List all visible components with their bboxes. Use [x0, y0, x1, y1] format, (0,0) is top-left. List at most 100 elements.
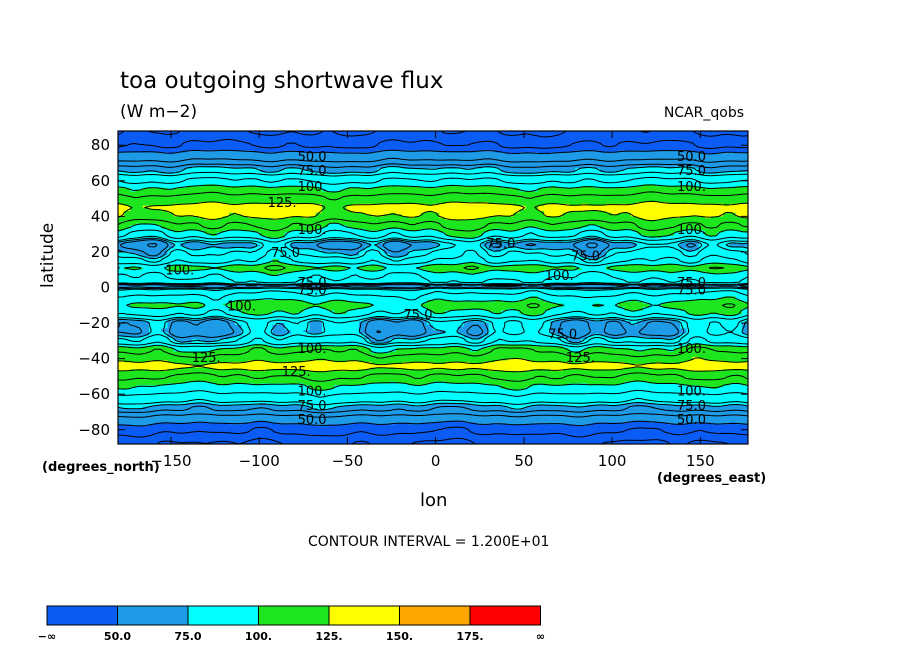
contour-cell [680, 138, 687, 141]
contour-cell [272, 131, 280, 134]
contour-cell [704, 148, 712, 152]
contour-cell [624, 168, 632, 171]
contour-cell [210, 134, 218, 137]
contour-cell [451, 168, 459, 171]
contour-cell [593, 131, 601, 134]
contour-cell [612, 154, 619, 157]
contour-cell [612, 131, 619, 134]
contour-cell [673, 148, 681, 152]
contour-cell [605, 166, 613, 169]
contour-cell [494, 141, 502, 145]
contour-cell [389, 161, 397, 164]
contour-cell [556, 166, 564, 169]
contour-cell [494, 145, 502, 148]
contour-cell [235, 145, 243, 148]
contour-cell [544, 159, 551, 162]
contour-cell [457, 136, 465, 139]
contour-cell [680, 159, 687, 162]
contour-cell [328, 164, 335, 168]
contour-cell [334, 139, 341, 143]
contour-cell [673, 138, 681, 141]
contour-cell [612, 170, 619, 173]
contour-cell [377, 154, 385, 157]
contour-cell [383, 170, 391, 173]
contour-cell [124, 166, 131, 169]
contour-cell [686, 161, 694, 164]
contour-cell [315, 145, 323, 148]
contour-cell [643, 132, 650, 136]
contour-cell [587, 159, 595, 162]
contour-cell [587, 138, 595, 141]
contour-cell [451, 155, 459, 159]
contour-cell [593, 159, 601, 162]
contour-cell [192, 150, 199, 153]
contour-cell [192, 138, 199, 141]
contour-cell [210, 164, 218, 168]
contour-cell [198, 166, 206, 169]
contour-cell [723, 148, 731, 152]
contour-cell [185, 138, 193, 141]
contour-cell [235, 164, 243, 168]
contour-cell [636, 132, 644, 136]
contour-cell [538, 161, 545, 164]
contour-cell [266, 145, 274, 148]
contour-cell [500, 131, 508, 134]
contour-cell [686, 155, 694, 159]
contour-cell [173, 145, 181, 148]
chart-title: toa outgoing shortwave flux [120, 68, 444, 94]
contour-cell [649, 132, 656, 136]
contour-cell [358, 143, 366, 146]
contour-cell [198, 132, 206, 136]
contour-cell [476, 143, 484, 146]
contour-cell [426, 161, 434, 164]
contour-cell [599, 131, 607, 134]
contour-cell [309, 148, 317, 152]
contour-cell [155, 132, 162, 136]
contour-cell [414, 132, 422, 136]
contour-cell [118, 141, 125, 145]
contour-cell [531, 132, 539, 136]
contour-cell [704, 141, 712, 145]
contour-cell [371, 157, 379, 161]
contour-cell [142, 154, 150, 157]
contour-cell [420, 136, 428, 139]
contour-cell [192, 134, 199, 137]
contour-cell [130, 141, 138, 145]
contour-cell [395, 170, 403, 173]
contour-cell [155, 138, 162, 141]
contour-cell [717, 147, 724, 150]
contour-cell [525, 134, 533, 137]
contour-cell [303, 166, 311, 169]
contour-cell [328, 134, 335, 137]
contour-cell [507, 170, 514, 173]
contour-cell [482, 164, 490, 168]
contour-cell [723, 155, 731, 159]
contour-cell [692, 147, 700, 150]
contour-cell [593, 134, 601, 137]
contour-cell [130, 147, 138, 150]
contour-cell [729, 143, 737, 146]
contour-cell [636, 148, 644, 152]
contour-cell [439, 136, 446, 139]
contour-cell [488, 164, 496, 168]
contour-cell [445, 148, 453, 152]
contour-cell [340, 161, 348, 164]
contour-cell [550, 154, 558, 157]
contour-cell [525, 154, 533, 157]
contour-cell [605, 163, 613, 166]
contour-cell [210, 143, 218, 146]
contour-cell [402, 139, 409, 143]
contour-cell [667, 136, 675, 139]
contour-cell [229, 147, 236, 150]
contour-cell [525, 143, 533, 146]
contour-cell [587, 147, 595, 150]
contour-cell [297, 136, 304, 139]
contour-cell [556, 134, 564, 137]
contour-cell [643, 134, 650, 137]
contour-cell [717, 148, 724, 152]
contour-cell [723, 143, 731, 146]
contour-cell [624, 147, 632, 150]
contour-cell [513, 131, 521, 134]
contour-cell [482, 138, 490, 141]
contour-cell [513, 136, 521, 139]
